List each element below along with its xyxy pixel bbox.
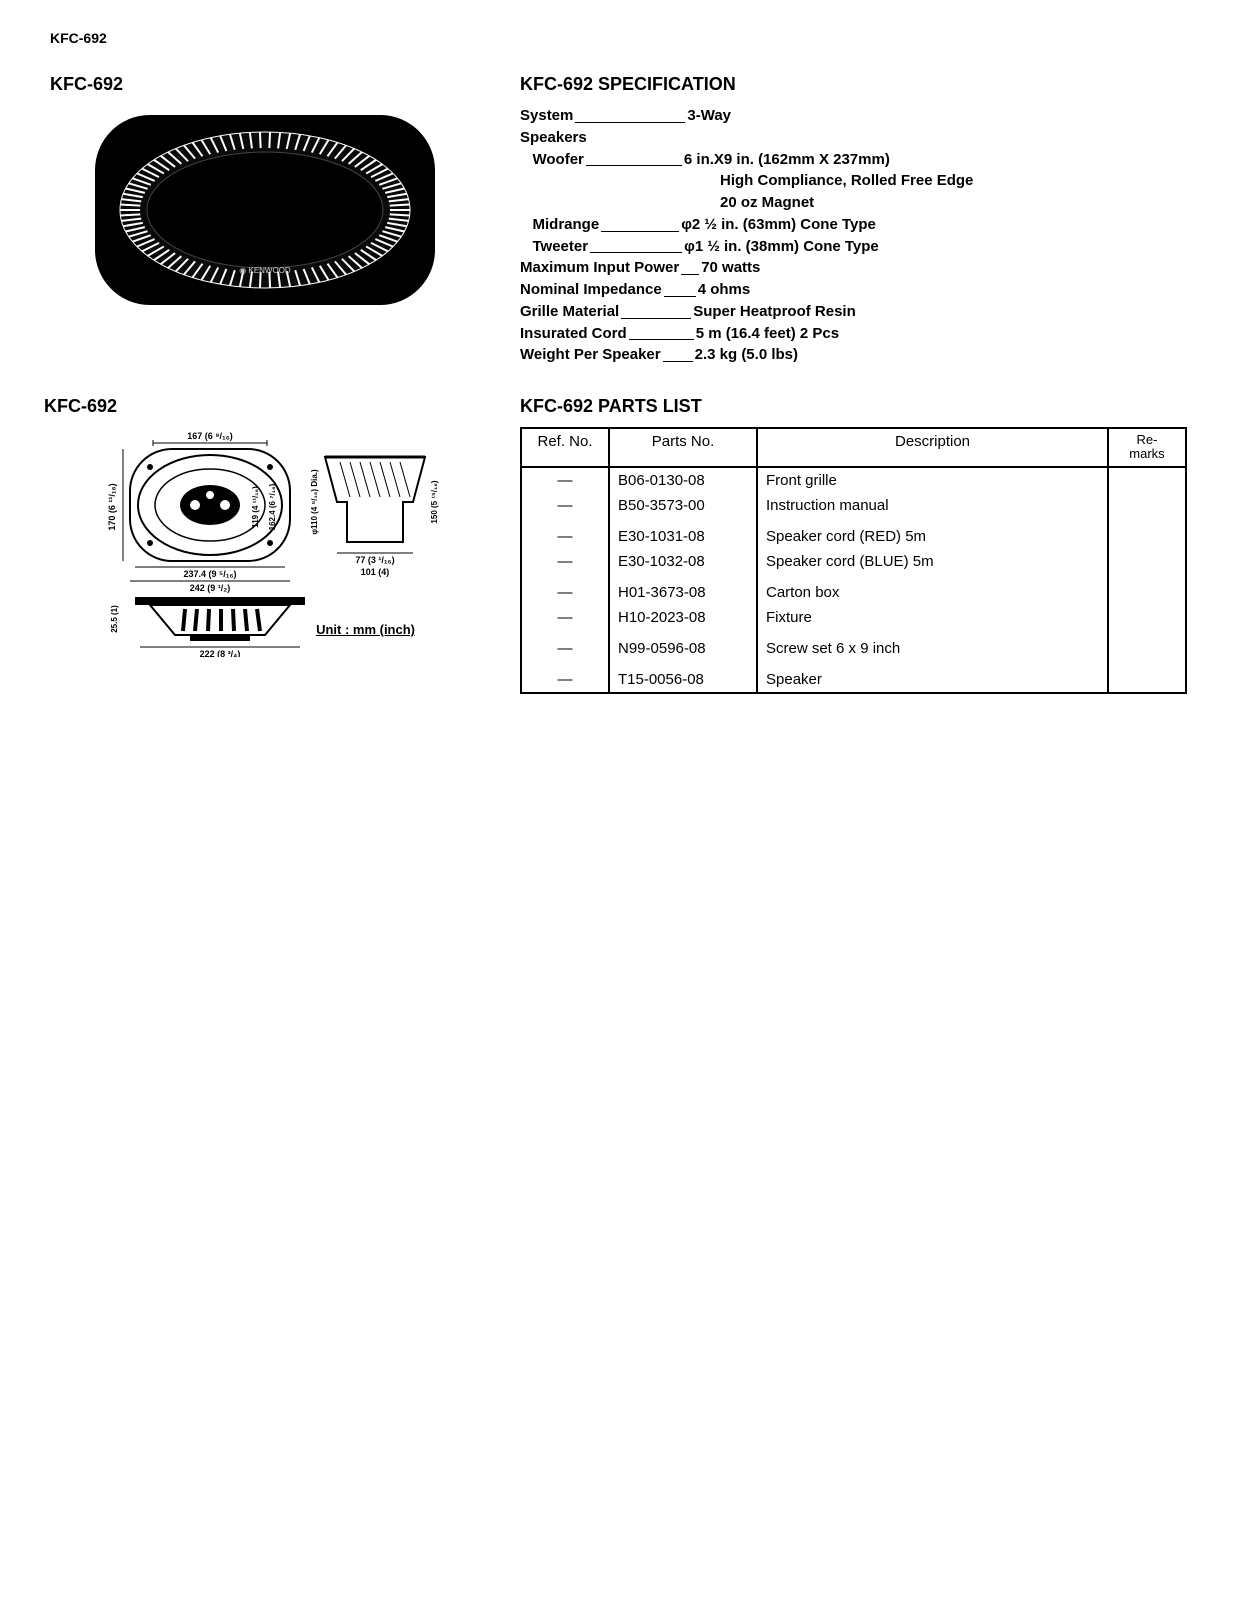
table-cell-desc: Fixture — [757, 605, 1108, 630]
dim-bottom-w2: 242 (9 ¹/₂) — [190, 583, 231, 593]
spec-value: φ1 ½ in. (38mm) Cone Type — [684, 236, 879, 258]
table-cell-rm — [1108, 493, 1186, 518]
parts-table: Ref. No. Parts No. Description Re-marks … — [520, 427, 1187, 694]
spec-label: Tweeter — [520, 236, 588, 258]
table-cell-pn: B50-3573-00 — [609, 493, 757, 518]
spec-label: Speakers — [520, 127, 587, 149]
page: KFC-692 KFC-692 ◉ KENWOOD — [0, 0, 1237, 694]
table-row: —H01-3673-08Carton box — [521, 580, 1186, 605]
spec-value: 3-Way — [687, 105, 731, 127]
table-cell-ref: — — [521, 524, 609, 549]
parts-col-remarks: Re-marks — [1108, 428, 1186, 467]
table-cell-rm — [1108, 636, 1186, 661]
dim-bottom-w1: 237.4 (9 ⁵/₁₆) — [183, 569, 236, 579]
spec-label: Insurated Cord — [520, 323, 627, 345]
table-row: —N99-0596-08Screw set 6 x 9 inch — [521, 636, 1186, 661]
spec-value: 2.3 kg (5.0 lbs) — [695, 344, 798, 366]
page-header-model: KFC-692 — [50, 30, 1187, 46]
table-cell-desc: Speaker cord (RED) 5m — [757, 524, 1108, 549]
parts-col-pn: Parts No. — [609, 428, 757, 467]
spec-leader-line — [629, 339, 694, 340]
spec-leader-line — [586, 165, 682, 166]
dim-side-d2: 101 (4) — [361, 567, 390, 577]
table-cell-ref: — — [521, 467, 609, 493]
table-row: —E30-1031-08Speaker cord (RED) 5m — [521, 524, 1186, 549]
dim-inner-h2: 162.4 (6 ⁷/₁₆) — [268, 483, 277, 530]
row-2: KFC-692 167 (6 ⁹/₁₆) — [50, 396, 1187, 694]
dim-inner-h1: 119 (4 ¹¹/₁₆) — [251, 486, 260, 528]
parts-title: KFC-692 PARTS LIST — [520, 396, 1187, 417]
table-cell-pn: T15-0056-08 — [609, 667, 757, 693]
spec-leader-line — [681, 274, 699, 275]
spec-leader-line — [590, 252, 682, 253]
table-row: —H10-2023-08Fixture — [521, 605, 1186, 630]
spec-title: KFC-692 SPECIFICATION — [520, 74, 1187, 95]
dim-left-h: 170 (6 ¹¹/₁₆) — [107, 483, 117, 530]
spec-value: 5 m (16.4 feet) 2 Pcs — [696, 323, 839, 345]
dim-top-w: 167 (6 ⁹/₁₆) — [187, 431, 233, 441]
table-cell-ref: — — [521, 636, 609, 661]
parts-col-desc: Description — [757, 428, 1108, 467]
table-cell-ref: — — [521, 667, 609, 693]
table-row: —B50-3573-00Instruction manual — [521, 493, 1186, 518]
spec-label: Midrange — [520, 214, 599, 236]
table-cell-ref: — — [521, 493, 609, 518]
table-cell-rm — [1108, 667, 1186, 693]
spec-label: Grille Material — [520, 301, 619, 323]
table-cell-pn: B06-0130-08 — [609, 467, 757, 493]
table-cell-ref: — — [521, 580, 609, 605]
spec-value: 6 in.X9 in. (162mm X 237mm) — [684, 149, 890, 171]
spec-list: System 3-Way Speakers Woofer 6 in.X9 in. (1… — [520, 105, 1187, 366]
dimension-drawing: 167 (6 ⁹/₁₆) 170 (6 ¹¹/₁₆) 119 (4 ¹¹/ — [75, 427, 455, 637]
spec-value: 20 oz Magnet — [520, 192, 814, 214]
table-cell-desc: Instruction manual — [757, 493, 1108, 518]
parts-col-ref: Ref. No. — [521, 428, 609, 467]
spec-label: Woofer — [520, 149, 584, 171]
spec-leader-line — [663, 361, 693, 362]
table-cell-desc: Front grille — [757, 467, 1108, 493]
spec-value: High Compliance, Rolled Free Edge — [520, 170, 973, 192]
table-cell-ref: — — [521, 549, 609, 574]
speaker-grille-illustration: ◉ KENWOOD — [85, 105, 445, 320]
table-cell-rm — [1108, 467, 1186, 493]
table-row: —B06-0130-08Front grille — [521, 467, 1186, 493]
table-cell-desc: Screw set 6 x 9 inch — [757, 636, 1108, 661]
table-row: —E30-1032-08Speaker cord (BLUE) 5m — [521, 549, 1186, 574]
left-title-2: KFC-692 — [44, 396, 480, 417]
table-row: —T15-0056-08Speaker — [521, 667, 1186, 693]
spec-label: Nominal Impedance — [520, 279, 662, 301]
table-cell-ref: — — [521, 605, 609, 630]
spec-leader-line — [575, 122, 685, 123]
spec-leader-line — [601, 231, 679, 232]
grille-brand-text: ◉ KENWOOD — [239, 266, 291, 275]
spec-leader-line — [664, 296, 696, 297]
dim-side-h2: 150 (5 ¹⁵/₁₆) — [430, 480, 439, 523]
spec-leader-line — [621, 318, 691, 319]
table-cell-rm — [1108, 605, 1186, 630]
dim-side-d1: 77 (3 ¹/₁₆) — [355, 555, 394, 565]
table-cell-rm — [1108, 524, 1186, 549]
spec-value: 4 ohms — [698, 279, 751, 301]
table-cell-desc: Speaker — [757, 667, 1108, 693]
spec-value: φ2 ½ in. (63mm) Cone Type — [681, 214, 876, 236]
dim-profile-w: 222 (8 ³/₄) — [200, 649, 241, 657]
table-cell-pn: H10-2023-08 — [609, 605, 757, 630]
spec-value: 70 watts — [701, 257, 760, 279]
table-cell-desc: Speaker cord (BLUE) 5m — [757, 549, 1108, 574]
table-cell-rm — [1108, 549, 1186, 574]
dim-side-h1: φ110 (4 ⁵/₁₆) Dia.) — [310, 469, 319, 535]
table-cell-pn: E30-1031-08 — [609, 524, 757, 549]
spec-label: Maximum Input Power — [520, 257, 679, 279]
table-cell-pn: H01-3673-08 — [609, 580, 757, 605]
left-title-1: KFC-692 — [50, 74, 480, 95]
table-cell-rm — [1108, 580, 1186, 605]
spec-label: Weight Per Speaker — [520, 344, 661, 366]
table-cell-pn: E30-1032-08 — [609, 549, 757, 574]
spec-value: Super Heatproof Resin — [693, 301, 856, 323]
row-1: KFC-692 ◉ KENWOOD KFC-692 SP — [50, 74, 1187, 366]
dim-profile-h: 25.5 (1) — [110, 605, 119, 633]
table-cell-pn: N99-0596-08 — [609, 636, 757, 661]
spec-label: System — [520, 105, 573, 127]
table-cell-desc: Carton box — [757, 580, 1108, 605]
